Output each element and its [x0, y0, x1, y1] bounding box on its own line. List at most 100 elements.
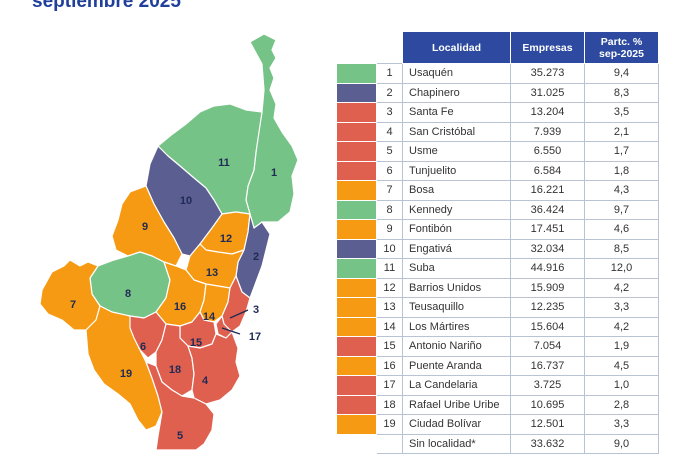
- color-swatch: [336, 199, 377, 220]
- row-number: 18: [376, 394, 403, 415]
- locality-name: Los Mártires: [402, 316, 511, 337]
- table-row: 2 Chapinero 31.025 8,3: [336, 82, 659, 103]
- locality-name: Puente Aranda: [402, 355, 511, 376]
- locality-name: Rafael Uribe Uribe: [402, 394, 511, 415]
- participation-value: 9,7: [584, 199, 659, 220]
- participation-value: 2,1: [584, 121, 659, 142]
- bogota-localities-map: 1 2 3 4 5 6 7 8 9 10 11 12 13 14 15 16 1…: [39, 33, 299, 450]
- empresas-value: 16.221: [510, 180, 585, 201]
- map-label-11: 11: [218, 157, 230, 169]
- row-number: 6: [376, 160, 403, 181]
- table-row: 3 Santa Fe 13.204 3,5: [336, 102, 659, 123]
- map-label-13: 13: [206, 267, 218, 279]
- color-swatch: [336, 394, 377, 415]
- table-row: 10 Engativá 32.034 8,5: [336, 238, 659, 259]
- map-label-10: 10: [180, 195, 192, 207]
- page-title: septiembre 2025: [32, 0, 181, 12]
- color-swatch: [336, 238, 377, 259]
- table-row: 1 Usaquén 35.273 9,4: [336, 63, 659, 84]
- empresas-value: 13.204: [510, 102, 585, 123]
- map-label-9: 9: [142, 221, 148, 233]
- locality-name: Sin localidad*: [402, 433, 511, 454]
- table-row: 9 Fontibón 17.451 4,6: [336, 219, 659, 240]
- color-swatch: [336, 180, 377, 201]
- map-label-3: 3: [253, 304, 259, 316]
- color-swatch: [336, 355, 377, 376]
- row-number: 10: [376, 238, 403, 259]
- participation-value: 4,3: [584, 180, 659, 201]
- row-number: 13: [376, 297, 403, 318]
- row-number: 17: [376, 375, 403, 396]
- map-label-5: 5: [177, 430, 183, 442]
- map-label-4: 4: [202, 375, 209, 387]
- locality-name: Engativá: [402, 238, 511, 259]
- table-row: 14 Los Mártires 15.604 4,2: [336, 316, 659, 337]
- table-row: 7 Bosa 16.221 4,3: [336, 180, 659, 201]
- map-label-15: 15: [190, 337, 202, 349]
- table-row: 5 Usme 6.550 1,7: [336, 141, 659, 162]
- participation-value: 1,9: [584, 336, 659, 357]
- locality-name: Tunjuelito: [402, 160, 511, 181]
- empresas-value: 15.604: [510, 316, 585, 337]
- table-row: 15 Antonio Nariño 7.054 1,9: [336, 336, 659, 357]
- row-number: 3: [376, 102, 403, 123]
- color-swatch: [336, 102, 377, 123]
- empresas-value: 12.501: [510, 414, 585, 435]
- row-number: 1: [376, 63, 403, 84]
- participation-value: 9,4: [584, 63, 659, 84]
- table-header-row: Localidad Empresas Partc. % sep-2025: [336, 31, 659, 64]
- empresas-value: 6.584: [510, 160, 585, 181]
- empresas-value: 7.939: [510, 121, 585, 142]
- color-swatch: [336, 219, 377, 240]
- table-row: 8 Kennedy 36.424 9,7: [336, 199, 659, 220]
- column-header-empresas: Empresas: [510, 31, 585, 64]
- header-spacer: [336, 31, 403, 64]
- locality-name: Fontibón: [402, 219, 511, 240]
- locality-name: Barrios Unidos: [402, 277, 511, 298]
- row-number: 12: [376, 277, 403, 298]
- map-label-8: 8: [125, 288, 131, 300]
- region-bosa[interactable]: [39, 259, 101, 331]
- column-header-participacion: Partc. % sep-2025: [584, 31, 659, 64]
- participation-value: 4,2: [584, 316, 659, 337]
- leader-lines: [221, 309, 249, 335]
- locality-name: Teusaquillo: [402, 297, 511, 318]
- region-usme[interactable]: [145, 361, 215, 450]
- participation-value: 3,3: [584, 414, 659, 435]
- empresas-value: 32.034: [510, 238, 585, 259]
- locality-name: Kennedy: [402, 199, 511, 220]
- map-label-6: 6: [140, 341, 146, 353]
- empresas-value: 12.235: [510, 297, 585, 318]
- color-swatch: [336, 433, 377, 454]
- empresas-value: 33.632: [510, 433, 585, 454]
- table-row: Sin localidad* 33.632 9,0: [336, 433, 659, 454]
- map-label-2: 2: [253, 251, 259, 263]
- empresas-value: 3.725: [510, 375, 585, 396]
- table-row: 17 La Candelaria 3.725 1,0: [336, 375, 659, 396]
- color-swatch: [336, 414, 377, 435]
- participation-value: 2,8: [584, 394, 659, 415]
- empresas-value: 36.424: [510, 199, 585, 220]
- empresas-value: 15.909: [510, 277, 585, 298]
- locality-name: Antonio Nariño: [402, 336, 511, 357]
- row-number: 15: [376, 336, 403, 357]
- region-rafael-uribe-uribe[interactable]: [155, 323, 195, 397]
- row-number: 2: [376, 82, 403, 103]
- color-swatch: [336, 375, 377, 396]
- locality-name: Santa Fe: [402, 102, 511, 123]
- empresas-value: 44.916: [510, 258, 585, 279]
- participation-value: 1,7: [584, 141, 659, 162]
- locality-name: Ciudad Bolívar: [402, 414, 511, 435]
- locality-name: Bosa: [402, 180, 511, 201]
- localities-table: Localidad Empresas Partc. % sep-2025 1 Us…: [336, 31, 659, 454]
- participation-value: 9,0: [584, 433, 659, 454]
- participation-value: 4,6: [584, 219, 659, 240]
- region-san-cristobal[interactable]: [187, 331, 241, 405]
- region-los-martires[interactable]: [199, 283, 231, 323]
- participation-value: 8,5: [584, 238, 659, 259]
- empresas-value: 6.550: [510, 141, 585, 162]
- participation-value: 3,3: [584, 297, 659, 318]
- empresas-value: 7.054: [510, 336, 585, 357]
- row-number: 5: [376, 141, 403, 162]
- color-swatch: [336, 277, 377, 298]
